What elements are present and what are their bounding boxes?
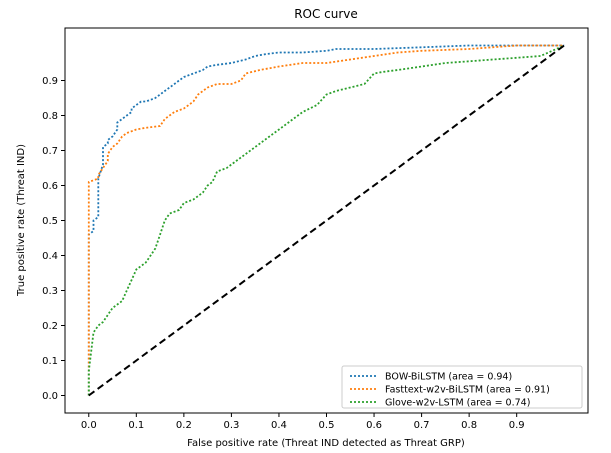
chart-title: ROC curve [294, 7, 358, 21]
y-tick-label: 0.7 [42, 146, 58, 157]
y-axis-title: True positive rate (Threat IND) [16, 144, 27, 297]
x-tick-label: 0.8 [461, 420, 477, 431]
y-tick-label: 0.1 [42, 356, 58, 367]
y-tick-label: 0.6 [42, 181, 58, 192]
x-tick-label: 0.4 [271, 420, 287, 431]
x-tick-label: 0.3 [223, 420, 239, 431]
x-axis: 0.0 0.1 0.2 0.3 0.4 0.5 0.6 0.7 0.8 0.9 [81, 413, 525, 431]
x-tick-label: 0.0 [81, 420, 97, 431]
plot-lines [87, 44, 565, 397]
legend: BOW-BiLSTM (area = 0.94) Fasttext-w2v-BiL… [341, 365, 583, 409]
x-tick-label: 0.7 [414, 420, 430, 431]
x-axis-title: False positive rate (Threat IND detected… [187, 438, 465, 449]
x-tick-label: 0.9 [509, 420, 525, 431]
series-line-2 [87, 44, 565, 396]
x-tick-label: 0.5 [319, 420, 335, 431]
y-tick-label: 0.3 [42, 286, 58, 297]
y-tick-label: 0.4 [42, 251, 58, 262]
x-tick-label: 0.2 [176, 420, 192, 431]
y-tick-label: 0.5 [42, 216, 58, 227]
y-tick-label: 0.9 [42, 76, 58, 87]
series-line-3 [87, 44, 565, 396]
legend-label-1: BOW-BiLSTM (area = 0.94) [385, 372, 512, 383]
x-tick-label: 0.6 [366, 420, 382, 431]
legend-box [341, 365, 583, 409]
y-tick-label: 0.2 [42, 321, 58, 332]
x-tick-label: 0.1 [128, 420, 144, 431]
y-tick-label: 0.8 [42, 111, 58, 122]
series-line-1 [87, 44, 565, 396]
y-axis: 0.0 0.1 0.2 0.3 0.4 0.5 0.6 0.7 0.8 0.9 [42, 76, 65, 402]
y-tick-label: 0.0 [42, 391, 58, 402]
legend-label-3: Glove-w2v-LSTM (area = 0.74) [385, 398, 530, 409]
legend-label-2: Fasttext-w2v-BiLSTM (area = 0.91) [385, 385, 550, 396]
